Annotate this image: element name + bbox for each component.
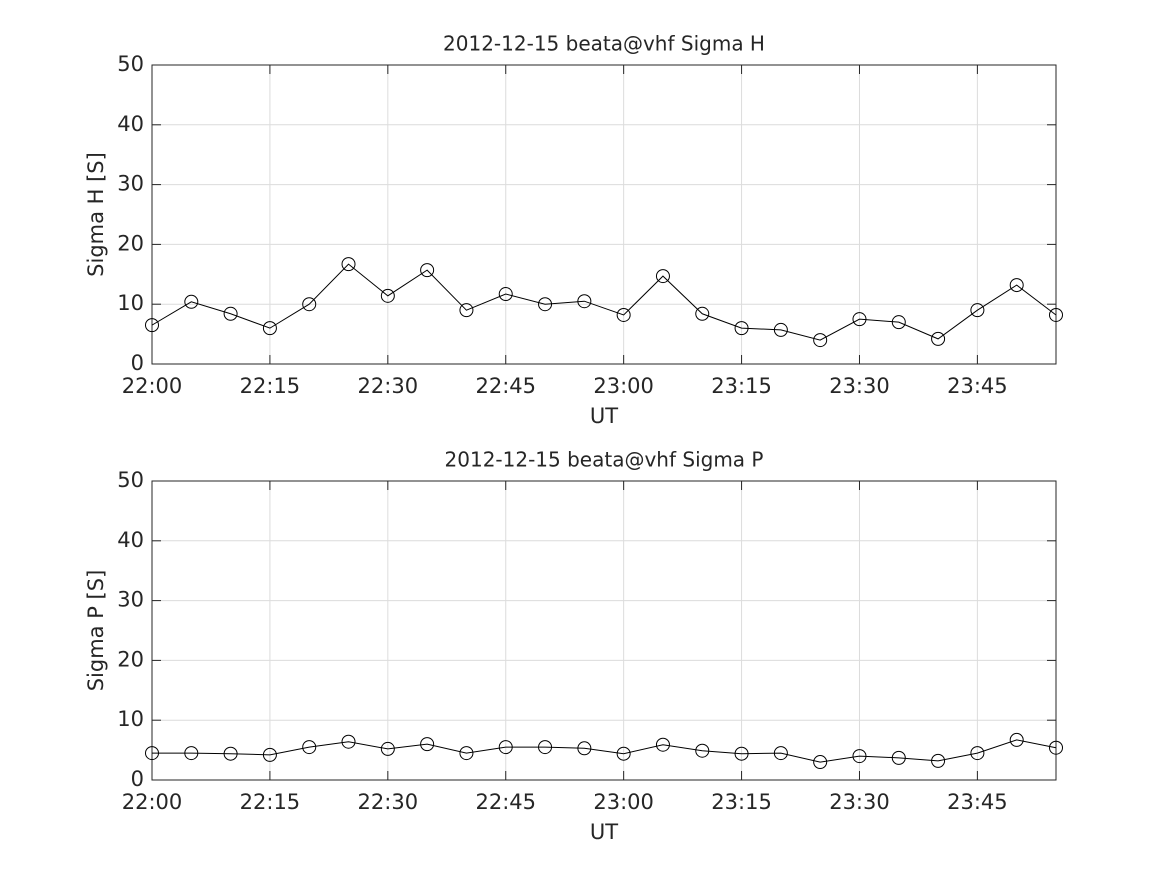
data-point bbox=[695, 306, 710, 321]
data-point bbox=[420, 737, 435, 752]
x-tick-label: 22:30 bbox=[358, 374, 419, 398]
data-point bbox=[420, 263, 435, 278]
data-point bbox=[577, 294, 592, 309]
x-tick-label: 22:30 bbox=[358, 790, 419, 814]
data-point bbox=[380, 741, 395, 756]
y-tick-label: 10 bbox=[117, 291, 144, 315]
data-point bbox=[184, 746, 199, 761]
y-tick-label: 0 bbox=[131, 351, 144, 375]
data-point bbox=[773, 322, 788, 337]
y-tick-label: 50 bbox=[117, 468, 144, 492]
data-point bbox=[538, 297, 553, 312]
x-axis-label: UT bbox=[590, 404, 618, 428]
data-point bbox=[1049, 740, 1063, 755]
data-point bbox=[813, 755, 828, 770]
data-point bbox=[341, 257, 356, 272]
data-point bbox=[616, 307, 631, 322]
x-tick-label: 23:30 bbox=[829, 374, 890, 398]
data-point bbox=[145, 318, 159, 333]
data-point bbox=[852, 312, 867, 327]
data-point bbox=[459, 746, 474, 761]
data-point bbox=[459, 303, 474, 318]
y-tick-label: 30 bbox=[117, 588, 144, 612]
data-point bbox=[616, 746, 631, 761]
x-tick-label: 23:30 bbox=[829, 790, 890, 814]
data-point bbox=[852, 749, 867, 764]
data-point bbox=[302, 297, 317, 312]
x-tick-label: 22:00 bbox=[122, 790, 183, 814]
data-point bbox=[577, 741, 592, 756]
data-point bbox=[734, 746, 749, 761]
chart-title: 2012-12-15 beata@vhf Sigma H bbox=[443, 32, 765, 56]
data-point bbox=[498, 740, 513, 755]
y-tick-label: 10 bbox=[117, 707, 144, 731]
data-point bbox=[223, 306, 238, 321]
x-tick-label: 23:15 bbox=[711, 790, 772, 814]
x-tick-label: 23:45 bbox=[947, 374, 1008, 398]
data-point bbox=[380, 288, 395, 303]
plot-area bbox=[152, 65, 1056, 364]
y-tick-label: 30 bbox=[117, 172, 144, 196]
x-tick-label: 22:00 bbox=[122, 374, 183, 398]
x-tick-label: 22:45 bbox=[475, 374, 536, 398]
data-point bbox=[813, 333, 828, 348]
data-point bbox=[302, 740, 317, 755]
data-point bbox=[538, 740, 553, 755]
x-tick-label: 23:15 bbox=[711, 374, 772, 398]
data-point bbox=[223, 746, 238, 761]
x-axis-label: UT bbox=[590, 820, 618, 844]
data-point bbox=[695, 743, 710, 758]
chart-title: 2012-12-15 beata@vhf Sigma P bbox=[445, 448, 764, 472]
x-tick-label: 22:15 bbox=[240, 790, 301, 814]
y-tick-label: 50 bbox=[117, 52, 144, 76]
x-tick-label: 23:00 bbox=[593, 790, 654, 814]
data-point bbox=[1009, 732, 1024, 747]
y-axis-label: Sigma H [S] bbox=[84, 152, 108, 277]
y-tick-label: 0 bbox=[131, 767, 144, 791]
data-point bbox=[184, 294, 199, 309]
data-point bbox=[262, 747, 277, 762]
data-point bbox=[891, 315, 906, 330]
y-tick-label: 20 bbox=[117, 231, 144, 255]
data-point bbox=[931, 331, 946, 346]
x-tick-label: 22:45 bbox=[475, 790, 536, 814]
y-axis-label: Sigma P [S] bbox=[84, 570, 108, 692]
data-point bbox=[734, 321, 749, 336]
y-tick-label: 40 bbox=[117, 528, 144, 552]
data-point bbox=[970, 303, 985, 318]
data-point bbox=[970, 746, 985, 761]
data-point bbox=[498, 287, 513, 302]
plot-area bbox=[152, 481, 1056, 780]
data-point bbox=[931, 753, 946, 768]
data-point bbox=[773, 746, 788, 761]
data-point bbox=[655, 269, 670, 284]
data-point bbox=[655, 737, 670, 752]
axes-box bbox=[151, 480, 1057, 781]
x-tick-label: 22:15 bbox=[240, 374, 301, 398]
data-point bbox=[891, 750, 906, 765]
data-point bbox=[145, 746, 159, 761]
data-point bbox=[1009, 278, 1024, 293]
x-tick-label: 23:45 bbox=[947, 790, 1008, 814]
data-point bbox=[1049, 307, 1063, 322]
x-tick-label: 23:00 bbox=[593, 374, 654, 398]
data-line bbox=[151, 263, 1057, 341]
y-tick-label: 20 bbox=[117, 647, 144, 671]
axes-box bbox=[151, 64, 1057, 365]
data-point bbox=[341, 734, 356, 749]
data-point bbox=[262, 321, 277, 336]
y-tick-label: 40 bbox=[117, 112, 144, 136]
